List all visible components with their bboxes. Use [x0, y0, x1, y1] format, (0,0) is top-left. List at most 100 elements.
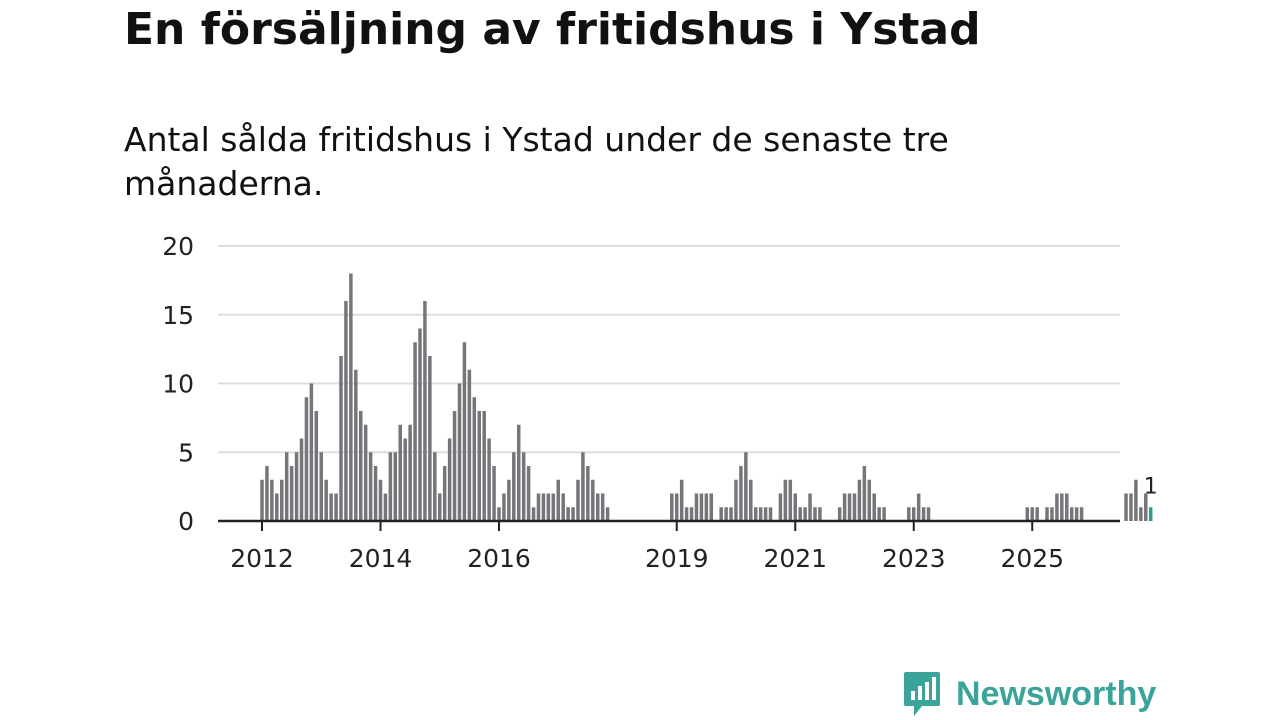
y-tick-label: 10	[162, 370, 194, 399]
bar	[704, 493, 709, 521]
bar	[363, 424, 368, 521]
bar	[433, 452, 437, 521]
bar	[595, 493, 600, 521]
bar	[492, 466, 496, 521]
bar	[314, 411, 319, 521]
bar	[521, 452, 526, 521]
bar	[1124, 493, 1128, 521]
bar	[916, 493, 921, 521]
bar	[334, 493, 338, 521]
chart-title: En försäljning av fritidshus i Ystad	[124, 4, 981, 55]
bar	[566, 507, 570, 521]
bar	[339, 356, 343, 521]
bar	[512, 452, 516, 521]
bar	[437, 493, 442, 521]
bar	[709, 493, 714, 521]
gridlines	[218, 245, 1120, 454]
bar	[462, 342, 467, 521]
bar	[600, 493, 605, 521]
bar	[349, 273, 353, 521]
bar	[1050, 507, 1054, 521]
bar	[309, 383, 314, 521]
bar	[270, 479, 274, 521]
bar-latest	[1148, 507, 1153, 521]
bar	[605, 507, 610, 521]
bar	[1134, 479, 1138, 521]
bar	[324, 479, 328, 521]
bar	[847, 493, 852, 521]
bar	[670, 493, 674, 521]
bar	[452, 411, 457, 521]
bar	[526, 466, 531, 521]
bar	[284, 452, 289, 521]
bar	[344, 301, 348, 521]
bar	[319, 452, 323, 521]
y-tick-label: 5	[178, 438, 194, 467]
bar	[803, 507, 807, 521]
bar	[418, 328, 422, 521]
chart-subtitle: Antal sålda fritidshus i Ystad under de …	[124, 120, 949, 203]
bar	[1030, 507, 1034, 521]
y-tick-label: 20	[162, 232, 194, 261]
bar	[516, 424, 521, 521]
bar	[378, 479, 383, 521]
bars: 1	[260, 273, 1158, 521]
bar	[467, 369, 472, 521]
bar	[813, 507, 817, 521]
bar	[842, 493, 847, 521]
bar-chart: 1 0 5 10 15 20 2012 2014 2016 2019 2021 2023 2025	[162, 232, 1158, 573]
bar	[383, 493, 388, 521]
bar	[556, 479, 560, 521]
bar	[561, 493, 565, 521]
bar	[275, 493, 279, 521]
bar	[808, 493, 812, 521]
bar	[354, 369, 358, 521]
x-tick-label: 2014	[349, 544, 413, 573]
bar	[1055, 493, 1059, 521]
bar	[329, 493, 333, 521]
bar	[1079, 507, 1084, 521]
bar	[1069, 507, 1074, 521]
bar	[734, 479, 738, 521]
bar	[1144, 493, 1148, 521]
y-tick-label: 15	[162, 301, 194, 330]
bar	[551, 493, 556, 521]
bar	[872, 493, 876, 521]
bar	[852, 493, 857, 521]
bar	[368, 452, 373, 521]
bar	[1074, 507, 1079, 521]
bar	[862, 466, 867, 521]
bar	[413, 342, 417, 521]
bar	[753, 507, 758, 521]
bar	[749, 479, 753, 521]
bar	[684, 507, 689, 521]
bar	[408, 424, 412, 521]
bar	[674, 493, 679, 521]
bar	[497, 507, 501, 521]
bar	[719, 507, 723, 521]
bar	[926, 507, 931, 521]
bar	[280, 479, 284, 521]
bar	[373, 466, 378, 521]
bar	[921, 507, 926, 521]
bar	[744, 452, 748, 521]
brand: Newsworthy	[902, 670, 1156, 718]
bar	[507, 479, 511, 521]
bar	[907, 507, 911, 521]
bar	[783, 479, 788, 521]
bar	[571, 507, 575, 521]
bar	[546, 493, 551, 521]
bar	[487, 438, 491, 521]
bar	[724, 507, 728, 521]
bar	[837, 507, 842, 521]
bar	[442, 466, 447, 521]
x-tick-label: 2025	[1000, 544, 1064, 573]
bar	[729, 507, 733, 521]
bar	[304, 397, 309, 521]
bar	[428, 356, 432, 521]
bar	[694, 493, 699, 521]
bar	[393, 452, 398, 521]
bar	[398, 424, 402, 521]
bar	[586, 466, 590, 521]
bar	[482, 411, 486, 521]
